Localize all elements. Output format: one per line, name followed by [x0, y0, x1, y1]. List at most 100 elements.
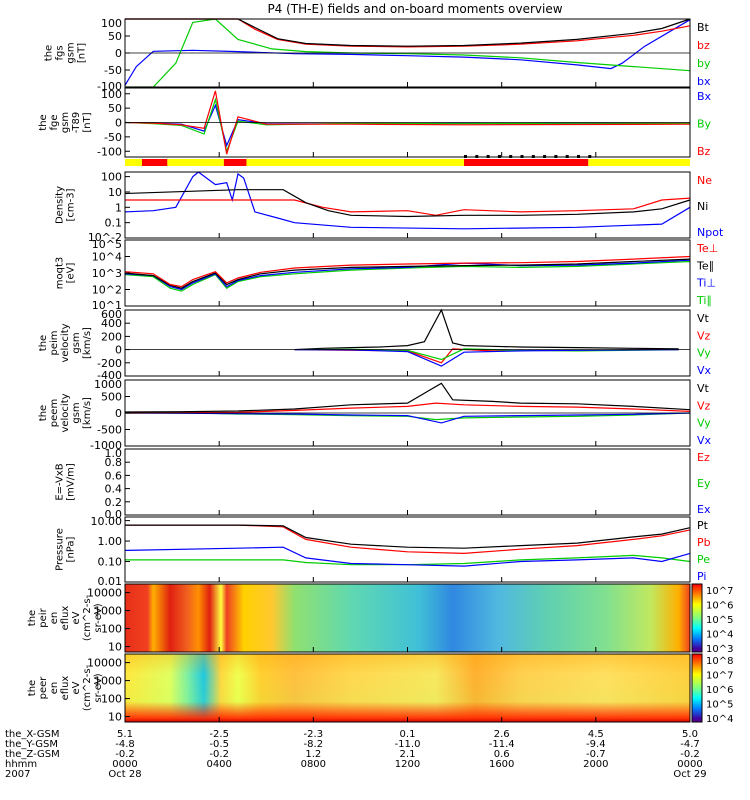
- y-tick-label: 50: [108, 30, 122, 43]
- panel-peer-eflux: 10^8 10^7 10^6 10^5 10^4 10000 1000 100 10 the pee…: [27, 653, 733, 725]
- y-tick-label: -1000: [90, 439, 122, 452]
- mode-tick: [475, 155, 479, 158]
- y-axis-label-line: [cm-3]: [66, 188, 77, 221]
- y-tick-label: 10^4: [92, 251, 122, 264]
- colorbar: [692, 654, 702, 722]
- colorbar-fill: [692, 654, 702, 722]
- y-tick-label: 10.00: [91, 515, 123, 528]
- y-tick-label: 10: [108, 186, 122, 199]
- series-line-bx: [124, 19, 691, 86]
- y-tick-label: 0: [115, 47, 122, 60]
- legend-label-1: Vz: [697, 329, 711, 342]
- y-axis-label-line: peer: [38, 676, 49, 700]
- y-tick-label: 100: [101, 17, 122, 30]
- y-tick-label: -400: [97, 369, 122, 382]
- series-line-Npot: [124, 171, 691, 230]
- y-axis-label-line: gsm: [66, 42, 77, 63]
- legend-label-2: by: [697, 57, 711, 70]
- legend-label-2: Npot: [697, 226, 724, 239]
- x-column-value: -11.4: [489, 739, 515, 750]
- y-tick-label: 0: [115, 344, 122, 357]
- y-axis-label-line: [nT]: [77, 43, 88, 63]
- y-tick-label: 1.0: [105, 447, 123, 460]
- legend-label-2: Ex: [697, 503, 711, 516]
- colorbar-tick-label: 10^4: [706, 630, 733, 641]
- x-column-value: -11.0: [395, 739, 421, 750]
- legend-label-0: Te⊥: [696, 242, 718, 255]
- x-row-label: hhmm: [5, 759, 37, 770]
- y-tick-label: 0.1: [105, 217, 123, 230]
- y-tick-label: 10^3: [92, 267, 122, 280]
- series-line-Vx: [294, 349, 679, 367]
- y-axis-label-line: eV: [71, 681, 82, 694]
- y-axis-label-line: gsm: [60, 112, 71, 133]
- y-axis-label-line: peem: [49, 399, 60, 427]
- colorbar-frame: [691, 653, 703, 723]
- y-axis-label-line: [km/s]: [82, 397, 93, 429]
- y-axis-label-line: en: [49, 612, 60, 625]
- y-axis-label-line: gsm: [71, 402, 82, 423]
- legend-label-1: Ey: [697, 477, 711, 490]
- series-line-Ti∥: [124, 260, 691, 292]
- mode-segment: [141, 159, 168, 166]
- y-tick-label: 0.8: [105, 456, 123, 469]
- panel-frame: [124, 448, 691, 516]
- y-axis-label-line: [nT]: [82, 112, 93, 132]
- y-axis-label-line: gsm: [71, 332, 82, 353]
- legend-label-0: Ez: [697, 451, 710, 464]
- series-line-Pt: [125, 524, 691, 549]
- legend-label-2: Ti⊥: [696, 277, 716, 290]
- legend-label-0: Vt: [697, 312, 710, 325]
- y-tick-label: 100: [101, 171, 122, 184]
- series-line-Vt: [294, 308, 679, 351]
- legend-label-0: Bt: [697, 21, 710, 34]
- x-row-label: the_Y-GSM: [5, 739, 58, 750]
- y-axis-label-line: eflux: [60, 676, 71, 701]
- x-column-value: -2.5: [209, 729, 229, 740]
- x-column-value: 2.1: [400, 749, 416, 760]
- y-tick-label: 50: [108, 102, 122, 115]
- legend-label-2: Vy: [697, 347, 711, 360]
- colorbar-tick-label: 10^7: [706, 671, 733, 682]
- x-column-value: Oct 28: [108, 769, 141, 780]
- mode-tick: [588, 155, 592, 158]
- x-column-value: -4.7: [680, 739, 700, 750]
- mode-segment: [246, 159, 464, 166]
- series-line-Pi: [124, 546, 691, 567]
- y-tick-label: 0: [115, 117, 122, 130]
- mode-tick: [497, 155, 501, 158]
- series-line-Ni: [124, 189, 691, 218]
- y-tick-label: 100: [101, 693, 122, 706]
- y-axis-label-line: E=-VxB: [55, 463, 66, 500]
- legend-label-2: Bz: [697, 145, 711, 158]
- x-column-value: -0.2: [209, 749, 229, 760]
- colorbar-tick-label: 10^7: [706, 586, 733, 597]
- y-axis-label-line: Pressure: [55, 528, 66, 571]
- x-column-value: 0.6: [494, 749, 510, 760]
- x-column-value: -2.3: [304, 729, 324, 740]
- y-axis-label-line: moqt3: [55, 257, 66, 290]
- x-column-value: 2.6: [494, 729, 510, 740]
- mode-tick: [509, 155, 513, 158]
- x-column-value: -9.4: [586, 739, 606, 750]
- y-tick-label: -500: [97, 424, 122, 437]
- legend-label-3: Vx: [697, 364, 712, 377]
- y-tick-label: 10: [108, 641, 122, 654]
- y-tick-label: 1000: [94, 605, 122, 618]
- legend-label-0: Vt: [697, 382, 710, 395]
- x-column-value: 0800: [301, 759, 326, 770]
- series-line-Ti⊥: [124, 259, 691, 291]
- x-column-value: 4.5: [588, 729, 604, 740]
- mode-segment: [588, 159, 690, 166]
- y-axis-label-line: [eV]: [66, 263, 77, 284]
- y-axis-label-line: Density: [55, 186, 66, 224]
- legend-label-1: Ni: [697, 200, 708, 213]
- spectrogram-fill: [125, 654, 690, 722]
- y-axis-label-line: fge: [49, 114, 60, 130]
- x-column-value: -4.8: [115, 739, 135, 750]
- series-line-Bz: [124, 90, 691, 155]
- x-column-value: 0000: [677, 759, 702, 770]
- y-tick-label: 100: [101, 88, 122, 101]
